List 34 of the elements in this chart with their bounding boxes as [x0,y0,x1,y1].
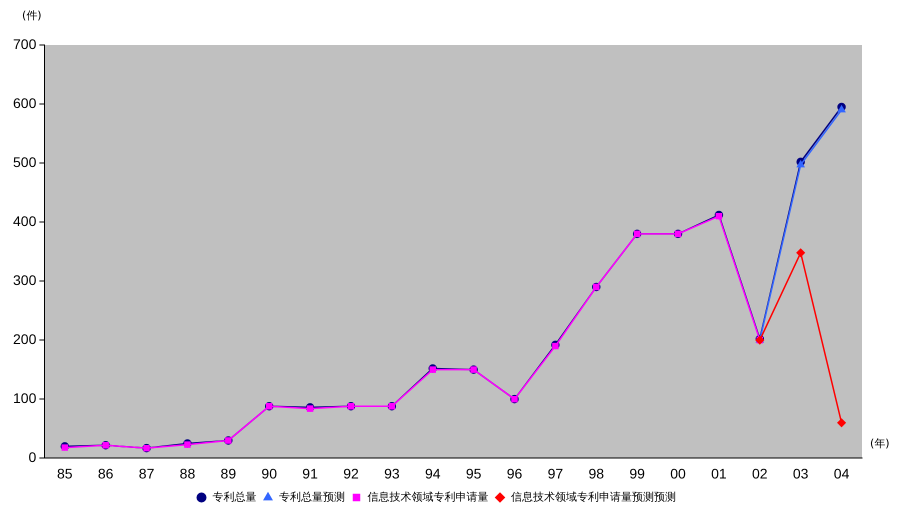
legend-label: 信息技术领域专利申请量预测预测 [511,490,676,504]
x-tick-label: 98 [588,465,604,482]
y-axis-title: (件) [22,8,42,23]
x-tick-label: 87 [138,465,155,482]
x-tick-label: 02 [752,465,768,482]
x-tick-label: 90 [261,465,278,482]
x-tick-label: 95 [466,465,482,482]
y-tick-label: 0 [28,449,37,466]
y-tick-label: 500 [13,154,37,170]
x-tick-label: 03 [792,465,809,482]
y-tick-label: 400 [13,212,37,229]
x-tick-label: 91 [302,465,318,482]
y-tick-label: 100 [13,390,37,406]
x-axis-title: (年) [870,436,890,451]
y-tick-label: 200 [13,331,37,347]
x-tick-label: 97 [548,465,564,482]
x-tick-label: 01 [711,465,727,482]
y-tick-label: 300 [13,272,37,288]
x-tick-label: 88 [180,465,196,482]
x-tick-label: 99 [629,465,646,482]
x-tick-label: 89 [220,465,236,482]
y-tick-label: 600 [13,94,37,111]
x-tick-label: 96 [506,465,522,482]
y-tick-label: 700 [13,36,37,52]
legend-label: 专利总量预测 [279,490,345,504]
x-tick-label: 00 [670,465,686,482]
x-tick-label: 04 [834,465,850,482]
x-tick-label: 93 [384,465,400,482]
legend-label: 专利总量 [212,490,256,504]
x-tick-label: 86 [98,465,114,482]
x-tick-label: 92 [343,465,359,482]
x-tick-label: 85 [57,465,73,482]
x-tick-label: 94 [424,465,441,482]
legend-label: 信息技术领域专利申请量 [368,490,488,504]
